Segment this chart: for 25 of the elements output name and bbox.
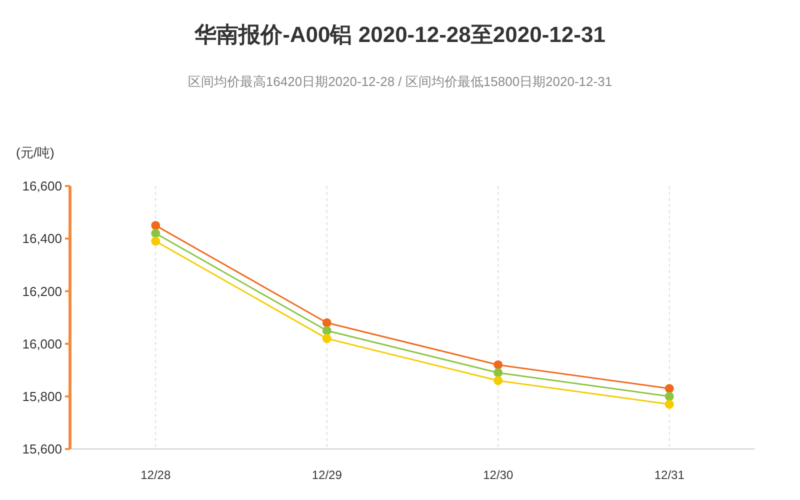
y-tick-label: 16,400 (22, 231, 62, 246)
point (322, 334, 332, 344)
y-tick-label: 15,600 (22, 442, 62, 457)
point (322, 318, 332, 328)
y-axis-title: (元/吨) (16, 145, 54, 160)
point (494, 376, 503, 386)
point (664, 400, 674, 409)
y-tick-label: 16,200 (22, 284, 62, 299)
point (322, 326, 332, 336)
x-tick-label: 12/28 (140, 468, 171, 482)
chart-subtitle: 区间均价最高16420日期2020-12-28 / 区间均价最低15800日期2020-12-31 (188, 74, 612, 89)
chart-title: 华南报价-A00铝 2020-12-28至2020-12-31 (194, 22, 606, 47)
point (664, 384, 674, 394)
y-tick-label: 16,600 (22, 178, 62, 194)
point (151, 228, 160, 238)
y-tick-label: 16,000 (22, 336, 62, 352)
x-tick-label: 12/29 (312, 468, 342, 482)
point (151, 236, 160, 246)
point (494, 368, 503, 378)
point (664, 392, 674, 401)
point (151, 220, 160, 230)
point (494, 360, 503, 370)
x-tick-label: 12/31 (654, 468, 685, 482)
x-tick-label: 12/30 (483, 468, 514, 482)
y-tick-label: 15,800 (22, 388, 62, 404)
